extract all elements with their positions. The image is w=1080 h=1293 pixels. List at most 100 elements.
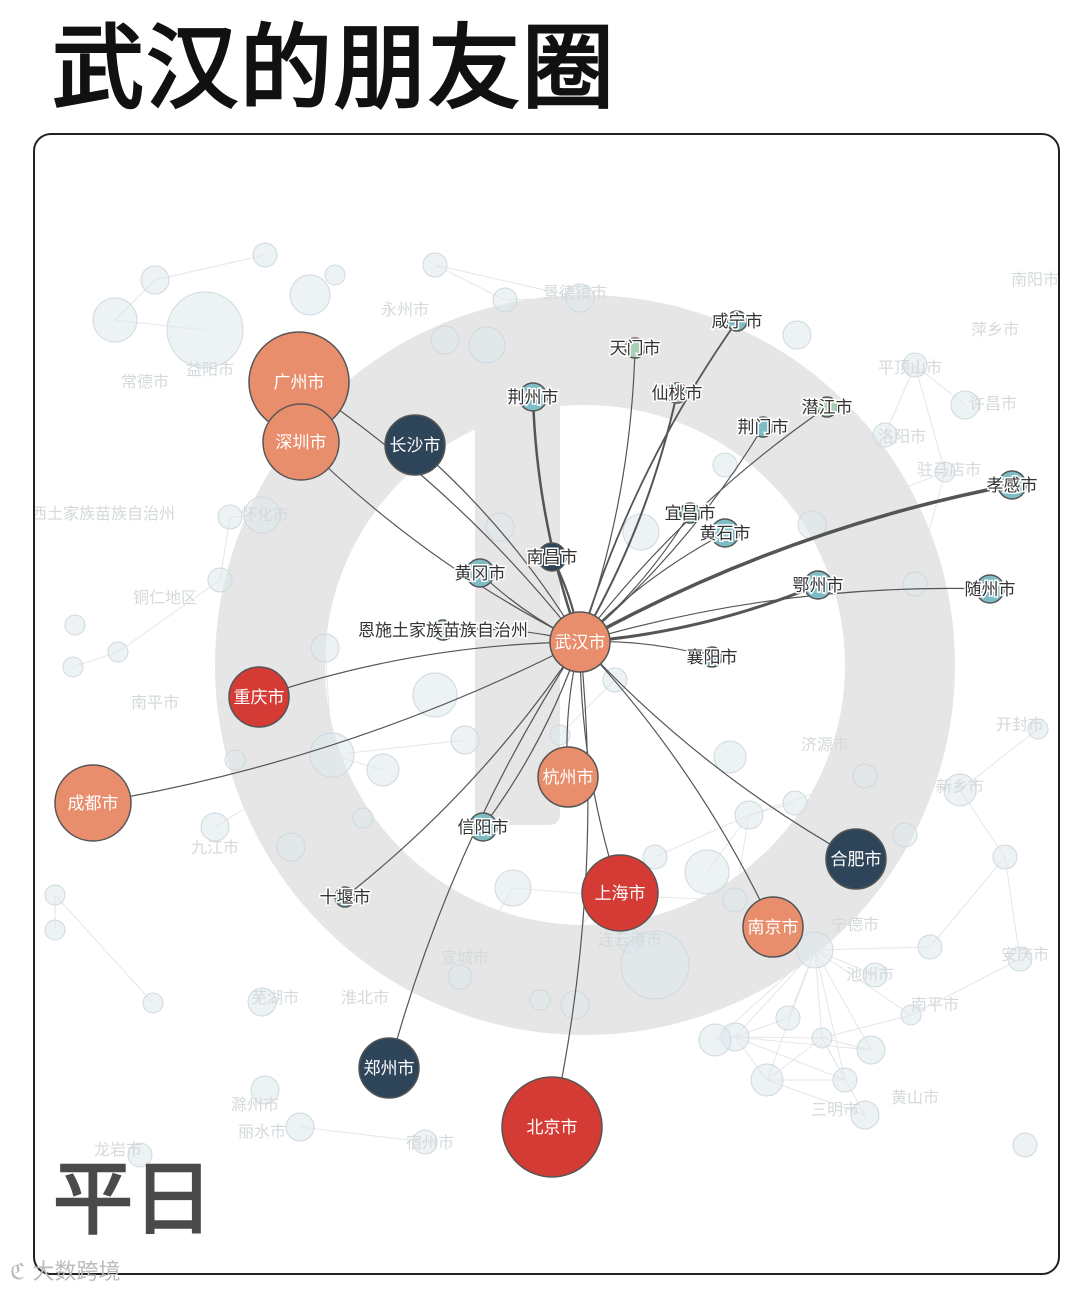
city-node[interactable]: 成都市 bbox=[54, 764, 132, 842]
city-node[interactable]: 潜江市 bbox=[800, 396, 854, 420]
watermark-ring bbox=[215, 295, 955, 1035]
background-node bbox=[352, 807, 374, 829]
node-circle[interactable] bbox=[432, 619, 454, 641]
node-label: 南昌市 bbox=[527, 548, 578, 568]
background-node bbox=[217, 504, 243, 530]
node-circle[interactable] bbox=[537, 746, 599, 808]
node-circle[interactable] bbox=[465, 558, 495, 588]
node-circle[interactable] bbox=[468, 812, 498, 842]
node-circle[interactable] bbox=[262, 403, 340, 481]
background-node-label: 南平市 bbox=[911, 995, 959, 1014]
city-node[interactable]: 重庆市 bbox=[228, 666, 290, 728]
background-node bbox=[750, 1063, 784, 1097]
city-node[interactable]: 信阳市 bbox=[456, 812, 510, 842]
background-node bbox=[247, 987, 277, 1017]
node-circle[interactable] bbox=[384, 414, 446, 476]
city-node[interactable]: 荆门市 bbox=[736, 416, 790, 440]
node-circle[interactable] bbox=[549, 611, 611, 673]
node-circle[interactable] bbox=[803, 570, 833, 600]
node-label: 咸宁市 bbox=[712, 312, 763, 332]
edge-深圳市 bbox=[300, 441, 581, 643]
edge-咸宁市 bbox=[579, 320, 738, 643]
city-node[interactable]: 黄冈市 bbox=[453, 558, 507, 588]
background-nodes: 常德市益阳市永州市湘西土家族苗族自治州怀化市铜仁地区南平市九江市景德镇市南阳市平… bbox=[35, 242, 1058, 1168]
city-node[interactable]: 长沙市 bbox=[384, 414, 446, 476]
node-label: 郑州市 bbox=[364, 1059, 415, 1079]
city-node[interactable]: 孝感市 bbox=[985, 470, 1039, 500]
city-node[interactable]: 十堰市 bbox=[318, 886, 372, 910]
background-edge bbox=[559, 679, 616, 736]
background-node bbox=[310, 633, 340, 663]
city-node[interactable]: 天门市 bbox=[608, 337, 662, 361]
edge-仙桃市 bbox=[579, 392, 678, 643]
page-title: 武汉的朋友圈 bbox=[52, 15, 617, 122]
node-circle[interactable] bbox=[581, 854, 659, 932]
city-node[interactable]: 深圳市 bbox=[262, 403, 340, 481]
city-node[interactable]: 上海市 bbox=[581, 854, 659, 932]
city-node[interactable]: 合肥市 bbox=[825, 828, 887, 890]
background-node bbox=[468, 326, 506, 364]
background-node bbox=[430, 325, 460, 355]
city-node[interactable]: 仙桃市 bbox=[650, 382, 704, 406]
node-circle[interactable] bbox=[742, 896, 804, 958]
city-node[interactable]: 黄石市 bbox=[698, 518, 752, 548]
background-node-label: 黄山市 bbox=[891, 1088, 939, 1107]
node-circle[interactable] bbox=[54, 764, 132, 842]
node-circle[interactable] bbox=[752, 416, 774, 438]
background-edge bbox=[434, 264, 506, 301]
node-circle[interactable] bbox=[816, 396, 838, 418]
node-circle[interactable] bbox=[975, 574, 1005, 604]
city-node[interactable]: 随州市 bbox=[963, 574, 1017, 604]
background-edge bbox=[299, 1126, 426, 1143]
node-label: 信阳市 bbox=[458, 818, 509, 838]
node-circle[interactable] bbox=[997, 470, 1027, 500]
network-graph[interactable]: 常德市益阳市永州市湘西土家族苗族自治州怀化市铜仁地区南平市九江市景德镇市南阳市平… bbox=[35, 135, 1058, 1273]
background-node bbox=[166, 291, 244, 369]
background-node-label: 开封市 bbox=[996, 715, 1044, 734]
city-node[interactable]: 咸宁市 bbox=[710, 310, 764, 334]
city-node[interactable]: 郑州市 bbox=[358, 1037, 420, 1099]
node-circle[interactable] bbox=[501, 1076, 603, 1178]
city-node[interactable]: 杭州市 bbox=[537, 746, 599, 808]
node-circle[interactable] bbox=[666, 382, 688, 404]
node-label: 合肥市 bbox=[831, 850, 882, 870]
node-circle[interactable] bbox=[228, 666, 290, 728]
background-node bbox=[832, 1067, 858, 1093]
node-circle[interactable] bbox=[537, 542, 567, 572]
background-edge bbox=[154, 254, 266, 281]
background-node-label: 新乡市 bbox=[936, 777, 984, 796]
city-node[interactable]: 襄阳市 bbox=[685, 646, 739, 670]
node-circle[interactable] bbox=[701, 646, 723, 668]
background-node bbox=[289, 274, 331, 316]
background-node bbox=[366, 753, 400, 787]
node-circle[interactable] bbox=[679, 502, 701, 524]
node-circle[interactable] bbox=[334, 886, 356, 908]
edge-郑州市 bbox=[388, 641, 581, 1069]
node-label: 宜昌市 bbox=[665, 504, 716, 524]
city-node[interactable]: 广州市 bbox=[248, 331, 350, 433]
city-node[interactable]: 北京市 bbox=[501, 1076, 603, 1178]
city-node[interactable]: 鄂州市 bbox=[791, 570, 845, 600]
node-label: 上海市 bbox=[595, 884, 646, 904]
city-node[interactable]: 南京市 bbox=[742, 896, 804, 958]
city-node[interactable]: 荆州市 bbox=[506, 382, 560, 412]
background-node bbox=[560, 990, 590, 1020]
node-circle[interactable] bbox=[825, 828, 887, 890]
city-node[interactable]: 恩施土家族苗族自治州 bbox=[357, 619, 530, 643]
center-node[interactable]: 武汉市 bbox=[549, 611, 611, 673]
background-node bbox=[992, 844, 1018, 870]
background-node-label: 湘西土家族苗族自治州 bbox=[35, 504, 175, 523]
city-node[interactable]: 宜昌市 bbox=[663, 502, 717, 526]
background-node bbox=[917, 934, 943, 960]
node-circle[interactable] bbox=[710, 518, 740, 548]
node-circle[interactable] bbox=[358, 1037, 420, 1099]
city-node[interactable]: 南昌市 bbox=[525, 542, 579, 572]
node-circle[interactable] bbox=[726, 310, 748, 332]
node-circle[interactable] bbox=[624, 337, 646, 359]
node-circle[interactable] bbox=[518, 382, 548, 412]
background-node-label: 济源市 bbox=[801, 735, 849, 754]
background-node bbox=[127, 1142, 153, 1168]
background-node-label: 三明市 bbox=[811, 1100, 859, 1119]
period-label: 平日 bbox=[53, 1153, 213, 1246]
background-node bbox=[447, 964, 473, 990]
